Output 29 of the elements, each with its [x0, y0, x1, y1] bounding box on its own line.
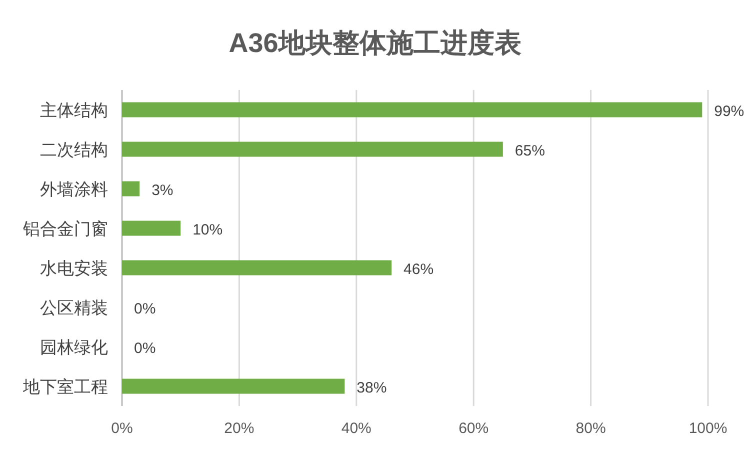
data-label: 46%	[404, 260, 434, 278]
y-tick-label: 二次结构	[40, 140, 108, 160]
data-label: 0%	[134, 340, 156, 357]
data-label: 38%	[356, 379, 387, 396]
bar	[122, 260, 392, 276]
data-label: 99%	[714, 102, 744, 120]
y-tick-label: 主体结构	[40, 100, 108, 120]
x-tick-label: 80%	[576, 420, 606, 437]
bar	[122, 102, 702, 118]
bar	[122, 181, 140, 196]
y-tick-label: 外墙涂料	[40, 180, 108, 199]
bar	[122, 220, 181, 236]
y-tick-label: 公区精装	[40, 298, 108, 318]
data-label: 65%	[514, 142, 545, 160]
y-tick-label: 地下室工程	[22, 377, 108, 396]
chart-title: A36地块整体施工进度表	[228, 28, 522, 58]
data-label: 3%	[152, 182, 174, 199]
bar	[122, 378, 345, 394]
y-tick-label: 水电安装	[40, 258, 108, 278]
y-tick-label: 园林绿化	[40, 338, 108, 357]
data-label: 0%	[134, 300, 156, 318]
data-label: 10%	[192, 221, 223, 238]
x-tick-label: 100%	[688, 420, 728, 437]
x-tick-label: 40%	[341, 420, 372, 437]
bar	[122, 142, 503, 157]
y-tick-label: 铝合金门窗	[22, 219, 108, 238]
x-tick-label: 60%	[458, 420, 489, 437]
x-tick-label: 20%	[224, 420, 254, 437]
x-tick-label: 0%	[111, 420, 133, 437]
